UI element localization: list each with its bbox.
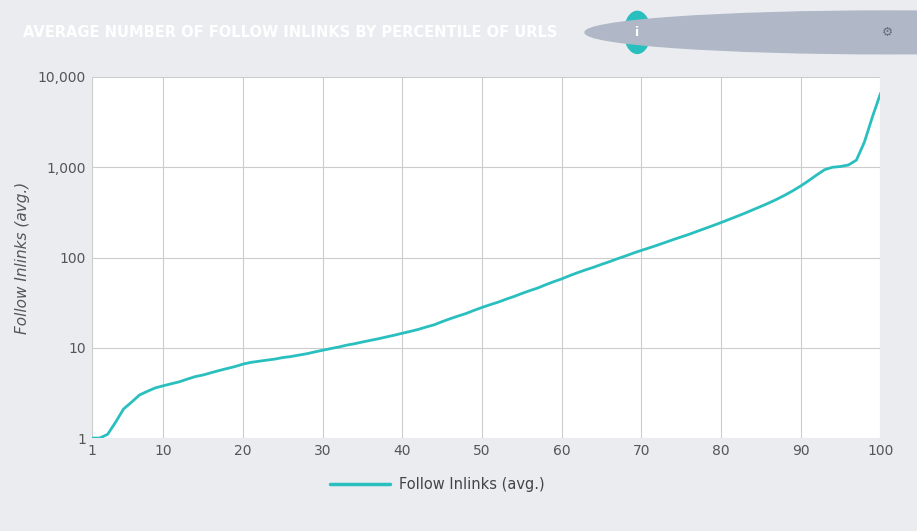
- Text: Follow Inlinks (avg.): Follow Inlinks (avg.): [399, 477, 545, 492]
- Text: ⚙: ⚙: [882, 26, 893, 39]
- Circle shape: [585, 11, 917, 54]
- Text: AVERAGE NUMBER OF FOLLOW INLINKS BY PERCENTILE OF URLS: AVERAGE NUMBER OF FOLLOW INLINKS BY PERC…: [23, 25, 558, 40]
- Text: i: i: [635, 26, 639, 39]
- Ellipse shape: [624, 11, 650, 54]
- Y-axis label: Follow Inlinks (avg.): Follow Inlinks (avg.): [15, 182, 29, 333]
